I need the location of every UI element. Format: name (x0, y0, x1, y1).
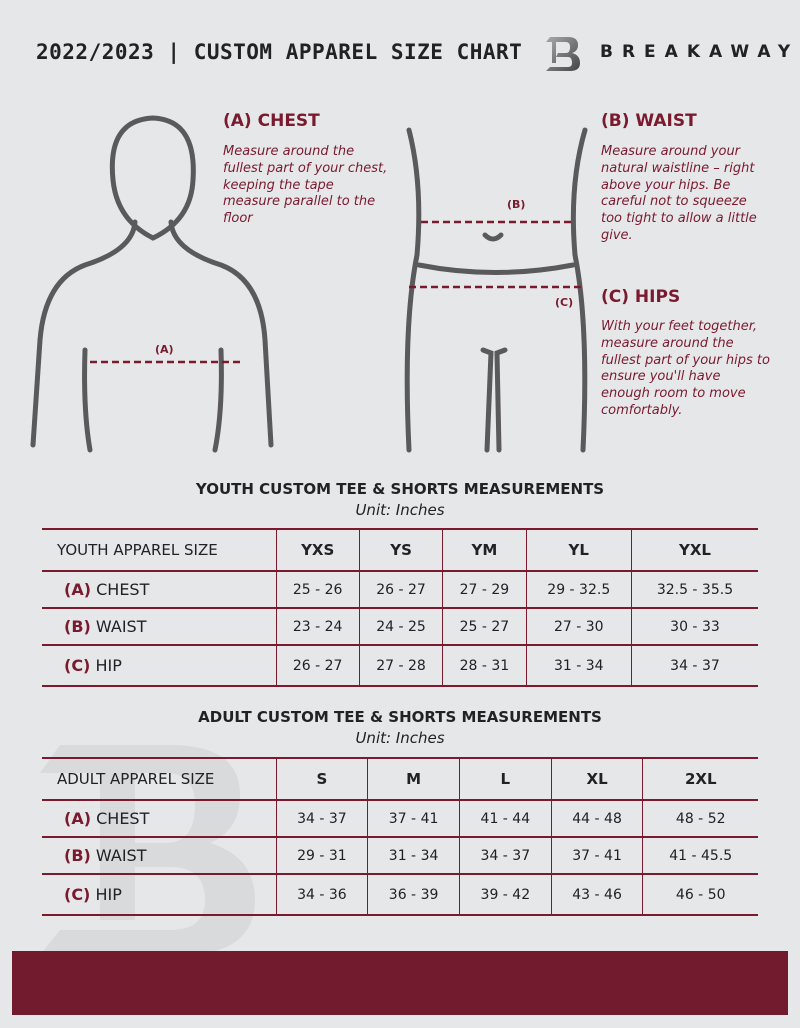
table-cell: 36 - 39 (367, 873, 460, 916)
breakaway-logo-icon (546, 37, 580, 71)
table-cell: 34 - 36 (275, 873, 368, 916)
row-label: (C) HIP (42, 873, 276, 916)
header-cell: 2XL (642, 757, 758, 801)
table-cell: 24 - 25 (358, 607, 443, 646)
header-cell: XL (550, 757, 643, 801)
adult-table-title: ADULT CUSTOM TEE & SHORTS MEASUREMENTS (198, 708, 602, 726)
table-cell: 46 - 50 (642, 873, 758, 916)
header-cell: YOUTH APPAREL SIZE (42, 528, 276, 572)
row-label: (A) CHEST (42, 570, 276, 609)
header-cell: YM (442, 528, 527, 572)
waist-marker: (B) (507, 198, 526, 211)
table-cell: 31 - 34 (367, 836, 460, 875)
table-cell: 39 - 42 (458, 873, 552, 916)
table-cell: 25 - 27 (442, 607, 527, 646)
hips-heading: (C) HIPS (601, 287, 681, 307)
table-cell: 27 - 30 (525, 607, 632, 646)
header-cell: YS (358, 528, 443, 572)
page-title: 2022/2023 | CUSTOM APPAREL SIZE CHART (36, 40, 523, 64)
row-label: (A) CHEST (42, 799, 276, 838)
youth-table-title: YOUTH CUSTOM TEE & SHORTS MEASUREMENTS (195, 480, 605, 498)
waist-description: Measure around your natural waistline – … (601, 144, 757, 243)
chest-heading: (A) CHEST (223, 111, 320, 131)
row-label: (B) WAIST (42, 836, 276, 875)
table-header-row: ADULT APPAREL SIZE S M L XL 2XL (42, 757, 758, 801)
hips-marker: (C) (555, 296, 574, 309)
waist-heading: (B) WAIST (601, 111, 697, 131)
table-cell: 27 - 29 (442, 570, 527, 609)
table-row: (A) CHEST 25 - 26 26 - 27 27 - 29 29 - 3… (42, 570, 758, 609)
footer-bar (12, 951, 788, 1015)
hips-description: With your feet together, measure around … (601, 319, 770, 418)
adult-table-unit: Unit: Inches (355, 729, 445, 747)
header-cell: ADULT APPAREL SIZE (42, 757, 276, 801)
table-cell: 30 - 33 (630, 607, 758, 646)
table-cell: 26 - 27 (358, 570, 443, 609)
table-cell: 25 - 26 (275, 570, 360, 609)
table-cell: 28 - 31 (442, 644, 527, 687)
header-cell: S (275, 757, 368, 801)
table-row: (B) WAIST 23 - 24 24 - 25 25 - 27 27 - 3… (42, 607, 758, 646)
table-cell: 44 - 48 (550, 799, 643, 838)
table-cell: 26 - 27 (275, 644, 360, 687)
youth-size-table: YOUTH APPAREL SIZE YXS YS YM YL YXL (A) … (42, 528, 758, 687)
header-cell: YXL (630, 528, 758, 572)
table-cell: 34 - 37 (630, 644, 758, 687)
table-cell: 41 - 44 (458, 799, 552, 838)
header-cell: M (367, 757, 460, 801)
header-cell: YL (525, 528, 632, 572)
table-row: (A) CHEST 34 - 37 37 - 41 41 - 44 44 - 4… (42, 799, 758, 838)
upper-body-figure (30, 115, 274, 453)
table-row: (C) HIP 26 - 27 27 - 28 28 - 31 31 - 34 … (42, 644, 758, 687)
adult-size-table: ADULT APPAREL SIZE S M L XL 2XL (A) CHES… (42, 757, 758, 916)
table-cell: 31 - 34 (525, 644, 632, 687)
lower-body-figure (404, 127, 588, 453)
table-cell: 23 - 24 (275, 607, 360, 646)
chest-marker: (A) (155, 343, 174, 356)
table-cell: 34 - 37 (275, 799, 368, 838)
header-cell: L (458, 757, 552, 801)
table-header-row: YOUTH APPAREL SIZE YXS YS YM YL YXL (42, 528, 758, 572)
row-label: (B) WAIST (42, 607, 276, 646)
table-cell: 29 - 32.5 (525, 570, 632, 609)
row-label: (C) HIP (42, 644, 276, 687)
table-cell: 34 - 37 (458, 836, 552, 875)
table-cell: 37 - 41 (550, 836, 643, 875)
table-cell: 27 - 28 (358, 644, 443, 687)
table-cell: 37 - 41 (367, 799, 460, 838)
table-cell: 48 - 52 (642, 799, 758, 838)
youth-table-unit: Unit: Inches (355, 501, 445, 519)
table-cell: 32.5 - 35.5 (630, 570, 758, 609)
chest-description: Measure around the fullest part of your … (223, 144, 388, 227)
table-cell: 43 - 46 (550, 873, 643, 916)
table-cell: 41 - 45.5 (642, 836, 758, 875)
table-row: (B) WAIST 29 - 31 31 - 34 34 - 37 37 - 4… (42, 836, 758, 875)
table-row: (C) HIP 34 - 36 36 - 39 39 - 42 43 - 46 … (42, 873, 758, 916)
header-cell: YXS (275, 528, 360, 572)
brand-name: BREAKAWAY (600, 42, 800, 62)
table-cell: 29 - 31 (275, 836, 368, 875)
